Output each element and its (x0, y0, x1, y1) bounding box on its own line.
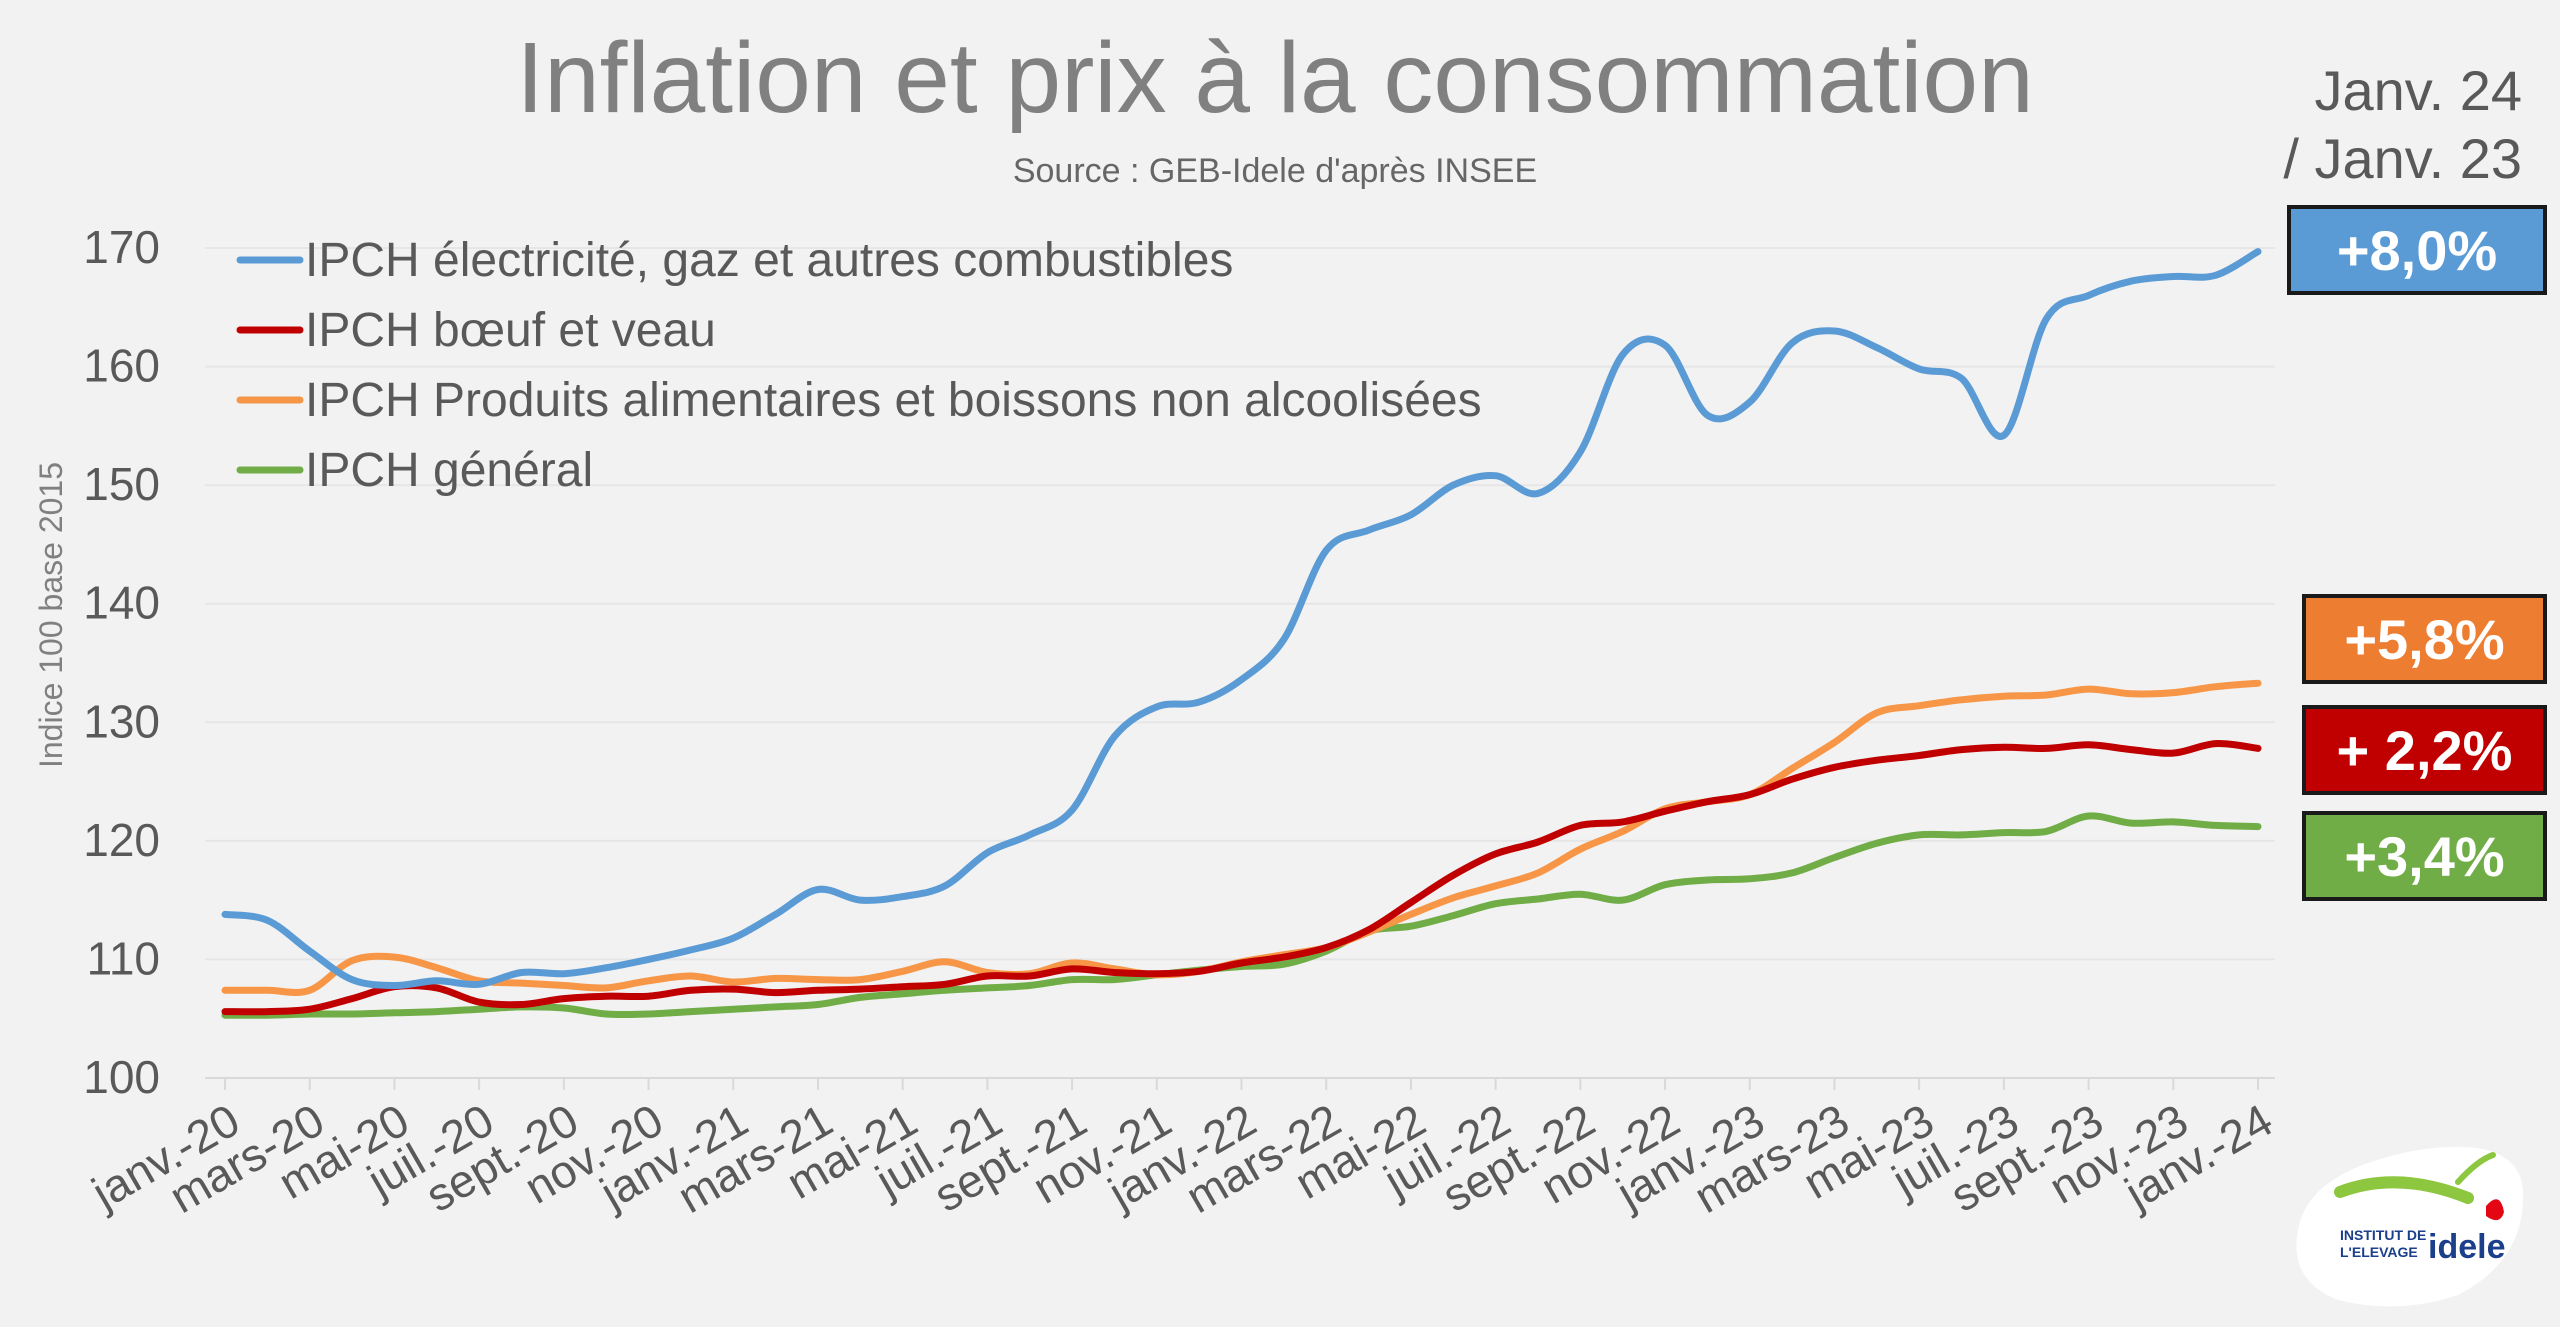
series-line (221, 248, 2262, 990)
badge-electricite: +8,0% (2287, 205, 2547, 295)
grid-lines (205, 247, 2275, 961)
y-tick-label: 140 (83, 577, 160, 629)
y-tick-label: 150 (83, 458, 160, 510)
y-tick-label: 110 (87, 932, 160, 984)
badge-boeuf-veau: + 2,2% (2302, 705, 2547, 795)
logo-brand: idele (2428, 1228, 2505, 1266)
y-tick-label: 130 (83, 695, 160, 747)
series-line (221, 740, 2262, 1016)
idele-logo: INSTITUT DE L'ELEVAGE idele (2278, 1130, 2528, 1310)
y-tick-label: 120 (83, 814, 160, 866)
y-tick-label: 100 (83, 1051, 160, 1103)
legend-label: IPCH électricité, gaz et autres combusti… (305, 234, 1233, 287)
legend-label: IPCH général (305, 444, 593, 497)
y-tick-label: 160 (83, 340, 160, 392)
legend-label: IPCH Produits alimentaires et boissons n… (305, 374, 1482, 427)
y-axis-label: Indice 100 base 2015 (33, 462, 69, 768)
badge-alimentaires: +5,8% (2302, 594, 2547, 684)
badge-general: +3,4% (2302, 811, 2547, 901)
legend: IPCH électricité, gaz et autres combusti… (236, 234, 1482, 497)
period-label-line1: Janv. 24 (2314, 59, 2522, 122)
logo-line2: L'ELEVAGE (2340, 1244, 2418, 1260)
idele-logo-icon: INSTITUT DE L'ELEVAGE idele (2296, 1146, 2524, 1307)
logo-line1: INSTITUT DE (2340, 1227, 2426, 1243)
period-label-line2: / Janv. 23 (2283, 127, 2522, 190)
legend-label: IPCH bœuf et veau (305, 304, 716, 357)
chart-title: Inflation et prix à la consommation (516, 22, 2033, 134)
y-tick-label: 170 (83, 221, 160, 273)
series-lines (221, 248, 2262, 1019)
chart-source: Source : GEB-Idele d'après INSEE (1013, 152, 1537, 190)
